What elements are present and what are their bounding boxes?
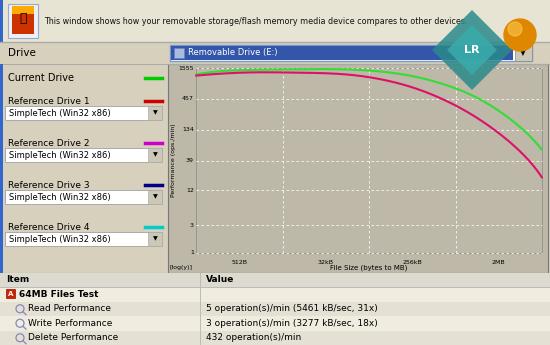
Text: SimpleTech (Win32 x86): SimpleTech (Win32 x86) <box>9 193 111 201</box>
Polygon shape <box>432 10 512 90</box>
Text: File Size (bytes to MB): File Size (bytes to MB) <box>331 265 408 271</box>
Bar <box>171 46 513 60</box>
Text: A: A <box>8 291 13 297</box>
Bar <box>5 190 162 204</box>
Circle shape <box>504 19 536 51</box>
Text: 32kB: 32kB <box>318 260 334 266</box>
Bar <box>12 12 34 34</box>
Bar <box>148 148 162 162</box>
Text: 12: 12 <box>186 188 194 193</box>
Text: Reference Drive 1: Reference Drive 1 <box>8 97 90 106</box>
Text: ▼: ▼ <box>153 152 157 158</box>
Text: 3: 3 <box>190 223 194 228</box>
Text: ▼: ▼ <box>520 49 526 58</box>
Text: Reference Drive 4: Reference Drive 4 <box>8 223 90 231</box>
Text: ▼: ▼ <box>153 195 157 199</box>
Bar <box>0 331 550 345</box>
Text: 1555: 1555 <box>179 66 194 70</box>
Text: 432 operation(s)/min: 432 operation(s)/min <box>206 333 301 342</box>
Text: Reference Drive 3: Reference Drive 3 <box>8 180 90 190</box>
Text: Drive: Drive <box>8 48 36 58</box>
Text: LR: LR <box>464 45 480 55</box>
Polygon shape <box>447 25 497 75</box>
Text: Item: Item <box>6 276 29 285</box>
Text: This window shows how your removable storage/flash memory media device compares : This window shows how your removable sto… <box>44 17 468 26</box>
Text: 🔥: 🔥 <box>19 12 27 26</box>
Text: ▼: ▼ <box>153 237 157 241</box>
Bar <box>0 64 168 273</box>
Bar <box>0 273 550 287</box>
Bar <box>0 0 3 42</box>
Text: 39: 39 <box>186 158 194 163</box>
Bar <box>5 148 162 162</box>
Bar <box>12 6 34 14</box>
Text: Reference Drive 2: Reference Drive 2 <box>8 139 90 148</box>
Bar <box>0 302 550 316</box>
Text: SimpleTech (Win32 x86): SimpleTech (Win32 x86) <box>9 235 111 244</box>
Text: Current Drive: Current Drive <box>8 73 74 83</box>
Text: Read Performance: Read Performance <box>28 304 111 313</box>
Bar <box>0 0 550 42</box>
Bar <box>6 289 15 298</box>
Bar <box>0 273 550 345</box>
Text: 512B: 512B <box>231 260 248 266</box>
Bar <box>174 48 184 58</box>
Bar <box>0 64 3 273</box>
Text: 3 operation(s)/min (3277 kB/sec, 18x): 3 operation(s)/min (3277 kB/sec, 18x) <box>206 319 378 328</box>
Text: Performance (ops./min): Performance (ops./min) <box>170 124 175 197</box>
Bar <box>148 106 162 120</box>
Bar <box>168 64 548 273</box>
Bar <box>5 232 162 246</box>
Bar <box>0 42 550 64</box>
Text: 5 operation(s)/min (5461 kB/sec, 31x): 5 operation(s)/min (5461 kB/sec, 31x) <box>206 304 378 313</box>
Text: Write Performance: Write Performance <box>28 319 112 328</box>
Text: 1: 1 <box>190 250 194 256</box>
Text: SimpleTech (Win32 x86): SimpleTech (Win32 x86) <box>9 108 111 118</box>
Text: ▼: ▼ <box>153 110 157 116</box>
Bar <box>5 106 162 120</box>
Bar <box>148 232 162 246</box>
Text: 64MB Files Test: 64MB Files Test <box>19 290 98 299</box>
Text: Value: Value <box>206 276 234 285</box>
Bar <box>8 4 38 38</box>
Text: 2MB: 2MB <box>492 260 505 266</box>
Text: Delete Performance: Delete Performance <box>28 333 118 342</box>
Text: 256kB: 256kB <box>403 260 422 266</box>
Text: 457: 457 <box>182 96 194 101</box>
Text: [log(y)]: [log(y)] <box>170 266 193 270</box>
Bar <box>196 68 542 253</box>
Bar <box>170 45 532 61</box>
Bar <box>148 190 162 204</box>
Text: SimpleTech (Win32 x86): SimpleTech (Win32 x86) <box>9 150 111 159</box>
Text: 134: 134 <box>182 127 194 132</box>
Circle shape <box>508 22 522 36</box>
Text: Removable Drive (E:): Removable Drive (E:) <box>188 49 278 58</box>
Bar <box>515 45 532 61</box>
